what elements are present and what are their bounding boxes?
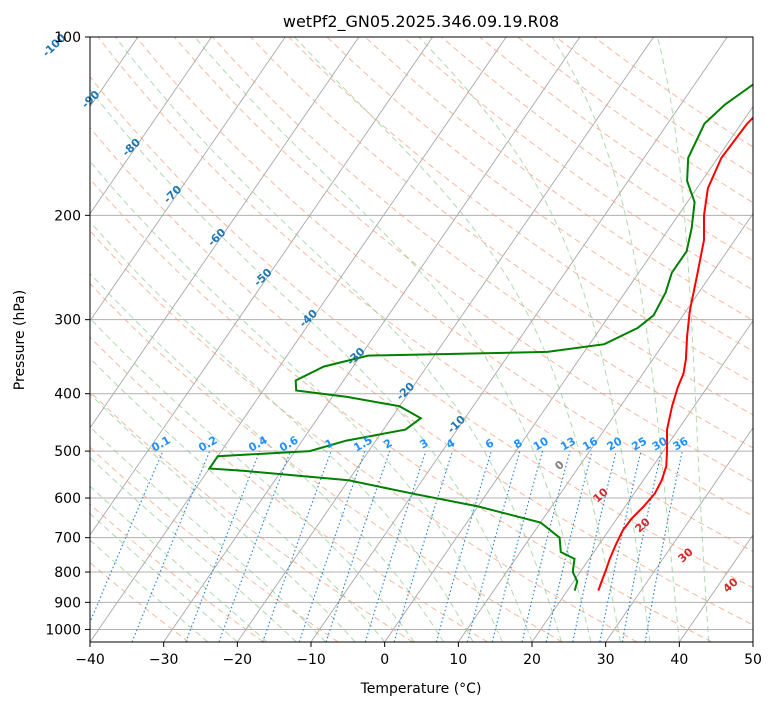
mixing-ratio-line xyxy=(393,450,454,642)
dry-adiabat xyxy=(90,178,712,642)
dry-adiabat xyxy=(90,126,753,626)
dry-adiabat xyxy=(364,37,753,321)
isotherm-line xyxy=(605,427,753,642)
dry-adiabat xyxy=(90,391,414,642)
isotherm-line xyxy=(90,37,286,322)
moist-adiabat xyxy=(194,37,592,642)
isotherm-line xyxy=(752,641,753,642)
mixing-ratio-line xyxy=(262,450,332,642)
isotherm-line xyxy=(90,37,507,642)
moist-adiabat xyxy=(90,317,415,642)
isotherm-line xyxy=(236,37,654,642)
y-tick-label: 200 xyxy=(54,208,81,224)
moist-adiabat xyxy=(90,221,474,642)
dry-adiabat xyxy=(326,37,753,352)
moist-adiabat xyxy=(90,357,386,642)
moist-adiabat xyxy=(551,37,680,642)
mixing-ratio-line xyxy=(185,450,261,642)
isotherm-line xyxy=(0,37,64,642)
isotherm-line xyxy=(531,319,753,642)
dry-adiabat xyxy=(90,282,563,642)
mixing-ratio-line xyxy=(218,450,292,642)
x-axis: −40 −30 −20 −10 0 10 20 30 40 50 xyxy=(75,642,762,668)
dry-adiabat xyxy=(135,37,753,517)
x-tick-label: −30 xyxy=(149,652,179,668)
chart-title: wetPf2_GN05.2025.346.09.19.R08 xyxy=(283,12,559,32)
x-tick-label: −40 xyxy=(75,652,105,668)
moist-adiabat xyxy=(294,37,621,642)
x-tick-label: −10 xyxy=(296,652,326,668)
plot-area xyxy=(90,37,753,642)
dry-adiabat xyxy=(90,503,264,642)
y-tick-label: 700 xyxy=(54,531,81,547)
isotherm-line xyxy=(90,37,433,536)
dry-adiabat xyxy=(97,37,753,553)
dry-adiabat xyxy=(212,37,753,449)
moist-adiabat xyxy=(90,512,238,642)
x-tick-label: 40 xyxy=(670,652,688,668)
mixing-ratio-line xyxy=(325,450,391,642)
moist-adiabat xyxy=(657,37,710,642)
y-tick-label: 400 xyxy=(54,387,81,403)
y-tick-label: 900 xyxy=(54,595,81,611)
moist-adiabat xyxy=(115,37,562,642)
plot-frame xyxy=(89,36,754,643)
moist-adiabat xyxy=(90,88,533,642)
moist-adiabat xyxy=(90,272,445,642)
moist-adiabat xyxy=(90,539,209,642)
x-tick-label: 20 xyxy=(523,652,541,668)
moist-adiabat xyxy=(90,456,297,642)
isotherm-line xyxy=(384,105,753,642)
mixing-ratio-line xyxy=(545,450,593,642)
mixing-ratio-line xyxy=(572,450,617,642)
x-axis-label: Temperature (°C) xyxy=(360,681,482,697)
series-layer xyxy=(207,83,753,591)
temperature-profile xyxy=(597,116,753,591)
moist-adiabat xyxy=(90,160,503,642)
mixing-ratio-line xyxy=(491,450,544,642)
mixing-ratio-line xyxy=(364,450,427,642)
mixing-ratio-line xyxy=(90,450,164,624)
plot-background xyxy=(90,37,753,642)
y-tick-label: 600 xyxy=(54,491,81,507)
mixing-ratio-line xyxy=(131,450,211,642)
y-axis-label: Pressure (hPa) xyxy=(12,290,28,390)
grid-layer xyxy=(0,37,753,642)
mixing-ratio-line xyxy=(298,450,366,642)
y-tick-label: 100 xyxy=(54,30,81,46)
x-tick-label: 30 xyxy=(597,652,615,668)
y-axis: 100 200 300 400 500 600 700 800 900 1000 xyxy=(45,30,90,638)
isotherm-line xyxy=(678,534,753,642)
dewpoint-profile xyxy=(207,83,753,591)
x-tick-label: −20 xyxy=(223,652,253,668)
x-tick-label: 50 xyxy=(744,652,762,668)
isotherm-line xyxy=(90,37,360,429)
moist-adiabat xyxy=(90,426,327,642)
y-tick-label: 300 xyxy=(54,313,81,329)
y-tick-label: 500 xyxy=(54,444,81,460)
y-tick-label: 1000 xyxy=(45,622,81,638)
x-tick-label: 10 xyxy=(449,652,467,668)
isotherm-line xyxy=(90,37,212,215)
isotherm-line xyxy=(457,212,753,642)
mixing-ratio-line xyxy=(466,450,521,642)
y-tick-label: 800 xyxy=(54,565,81,581)
dry-adiabat xyxy=(402,37,753,291)
isotherm-line xyxy=(163,37,581,642)
mixing-ratio-line xyxy=(521,450,571,642)
mixing-ratio-line xyxy=(435,450,492,642)
moist-adiabat xyxy=(418,37,651,642)
x-tick-label: 0 xyxy=(380,652,389,668)
dry-adiabat xyxy=(173,37,753,483)
moist-adiabat xyxy=(90,485,268,642)
dry-adiabat xyxy=(90,336,488,642)
guide-lines xyxy=(90,37,753,642)
